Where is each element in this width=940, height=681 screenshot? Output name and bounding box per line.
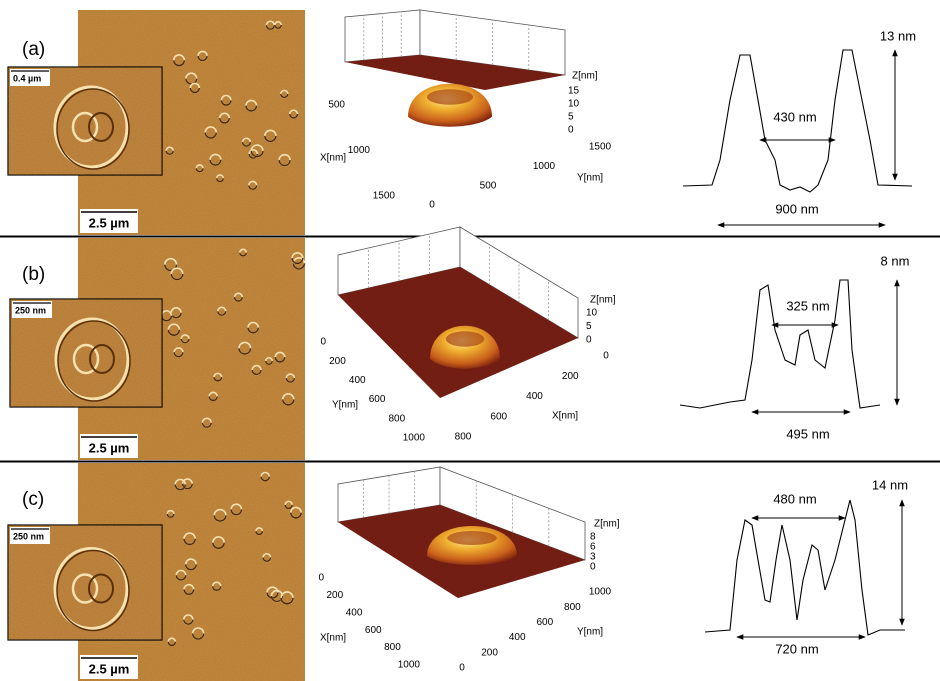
tick-label: 800	[455, 432, 472, 443]
tick-label: 1000	[533, 161, 556, 172]
panel-label: (a)	[22, 39, 45, 60]
tick-label: 15	[568, 86, 580, 97]
tick-label: 400	[526, 391, 543, 402]
tick-label: 5	[568, 112, 574, 123]
panel-label: (b)	[22, 264, 45, 285]
tick-label: 1000	[403, 433, 426, 444]
tick-label: 200	[481, 647, 498, 658]
height-label: 13 nm	[880, 28, 916, 43]
outer-width-label: 495 nm	[786, 426, 829, 441]
axis-label: Z[nm]	[590, 295, 616, 306]
inner-width-label: 430 nm	[773, 109, 816, 124]
height-profile	[680, 280, 880, 408]
height-profile	[705, 500, 905, 635]
tick-label: 200	[327, 590, 344, 601]
tick-label: 0	[603, 351, 609, 362]
tick-label: 1500	[373, 191, 396, 202]
tick-label: 0	[320, 337, 326, 348]
figure: (a)2.5 µm0.4 µm151050Z[nm]50010001500X[n…	[0, 0, 940, 681]
tick-label: 0	[429, 200, 435, 211]
tick-label: 10	[568, 99, 580, 110]
tick-label: 500	[328, 100, 345, 111]
tick-label: 0	[318, 573, 324, 584]
inset-scale: 0.4 µm	[13, 73, 41, 83]
axis-label: Z[nm]	[594, 519, 620, 530]
outer-width-label: 900 nm	[775, 201, 818, 216]
axis-label: Z[nm]	[572, 71, 598, 82]
inner-width-label: 480 nm	[773, 491, 816, 506]
tick-label: 400	[346, 607, 363, 618]
image-scale: 2.5 µm	[89, 440, 130, 455]
particle-3d-rim	[446, 331, 485, 346]
tick-label: 200	[562, 371, 579, 382]
axis-label: Y[nm]	[577, 627, 603, 638]
tick-label: 600	[369, 394, 386, 405]
inner-width-label: 325 nm	[786, 298, 829, 313]
tick-label: 1500	[589, 142, 612, 153]
tick-label: 5	[586, 321, 592, 332]
axis-label: X[nm]	[552, 411, 578, 422]
axis-label: Y[nm]	[577, 173, 603, 184]
image-scale: 2.5 µm	[89, 661, 130, 676]
tick-label: 0	[586, 335, 592, 346]
height-label: 8 nm	[881, 253, 910, 268]
tick-label: 400	[349, 375, 366, 386]
tick-label: 0	[590, 562, 596, 573]
tick-label: 800	[384, 642, 401, 653]
tick-label: 1000	[589, 587, 612, 598]
height-label: 14 nm	[872, 477, 908, 492]
image-scale: 2.5 µm	[89, 215, 130, 230]
tick-label: 10	[586, 308, 598, 319]
tick-label: 600	[490, 411, 507, 422]
tick-label: 600	[536, 617, 553, 628]
tick-label: 1000	[348, 145, 371, 156]
panel-label: (c)	[22, 489, 44, 510]
axis-label: X[nm]	[320, 153, 346, 164]
inset-scale: 250 nm	[13, 531, 44, 541]
tick-label: 500	[480, 180, 497, 191]
axis-label: Y[nm]	[332, 400, 358, 411]
tick-label: 200	[329, 356, 346, 367]
tick-label: 800	[389, 413, 406, 424]
tick-label: 0	[568, 125, 574, 136]
tick-label: 400	[509, 632, 526, 643]
inset-scale: 250 nm	[15, 305, 46, 315]
axis-label: X[nm]	[320, 633, 346, 644]
tick-label: 600	[365, 625, 382, 636]
tick-label: 1000	[398, 660, 421, 671]
particle-3d-rim	[427, 89, 473, 104]
particle-3d-rim	[447, 531, 497, 545]
outer-width-label: 720 nm	[775, 641, 818, 656]
tick-label: 800	[564, 602, 581, 613]
tick-label: 0	[459, 663, 465, 674]
